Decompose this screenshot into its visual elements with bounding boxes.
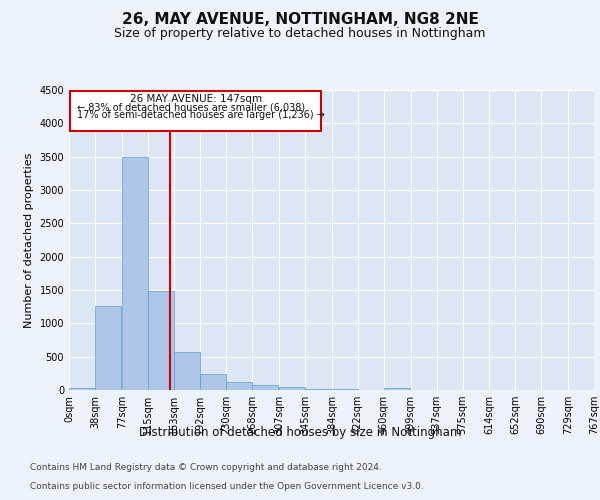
Bar — [384, 388, 410, 390]
Bar — [332, 389, 358, 390]
Bar — [95, 306, 121, 390]
Bar — [226, 382, 253, 390]
Text: Contains public sector information licensed under the Open Government Licence v3: Contains public sector information licen… — [30, 482, 424, 491]
Text: 17% of semi-detached houses are larger (1,236) →: 17% of semi-detached houses are larger (… — [77, 110, 325, 120]
Bar — [148, 292, 174, 390]
Text: ← 83% of detached houses are smaller (6,038): ← 83% of detached houses are smaller (6,… — [77, 102, 305, 113]
Bar — [122, 156, 148, 390]
Text: Distribution of detached houses by size in Nottingham: Distribution of detached houses by size … — [139, 426, 461, 439]
Text: Size of property relative to detached houses in Nottingham: Size of property relative to detached ho… — [114, 28, 486, 40]
Bar — [70, 90, 321, 132]
Text: Contains HM Land Registry data © Crown copyright and database right 2024.: Contains HM Land Registry data © Crown c… — [30, 464, 382, 472]
Text: 26, MAY AVENUE, NOTTINGHAM, NG8 2NE: 26, MAY AVENUE, NOTTINGHAM, NG8 2NE — [122, 12, 478, 28]
Text: 26 MAY AVENUE: 147sqm: 26 MAY AVENUE: 147sqm — [130, 94, 262, 104]
Bar — [279, 387, 305, 390]
Bar — [69, 388, 95, 390]
Bar — [305, 388, 331, 390]
Y-axis label: Number of detached properties: Number of detached properties — [24, 152, 34, 328]
Bar — [200, 374, 226, 390]
Bar — [174, 352, 200, 390]
Bar — [253, 385, 278, 390]
